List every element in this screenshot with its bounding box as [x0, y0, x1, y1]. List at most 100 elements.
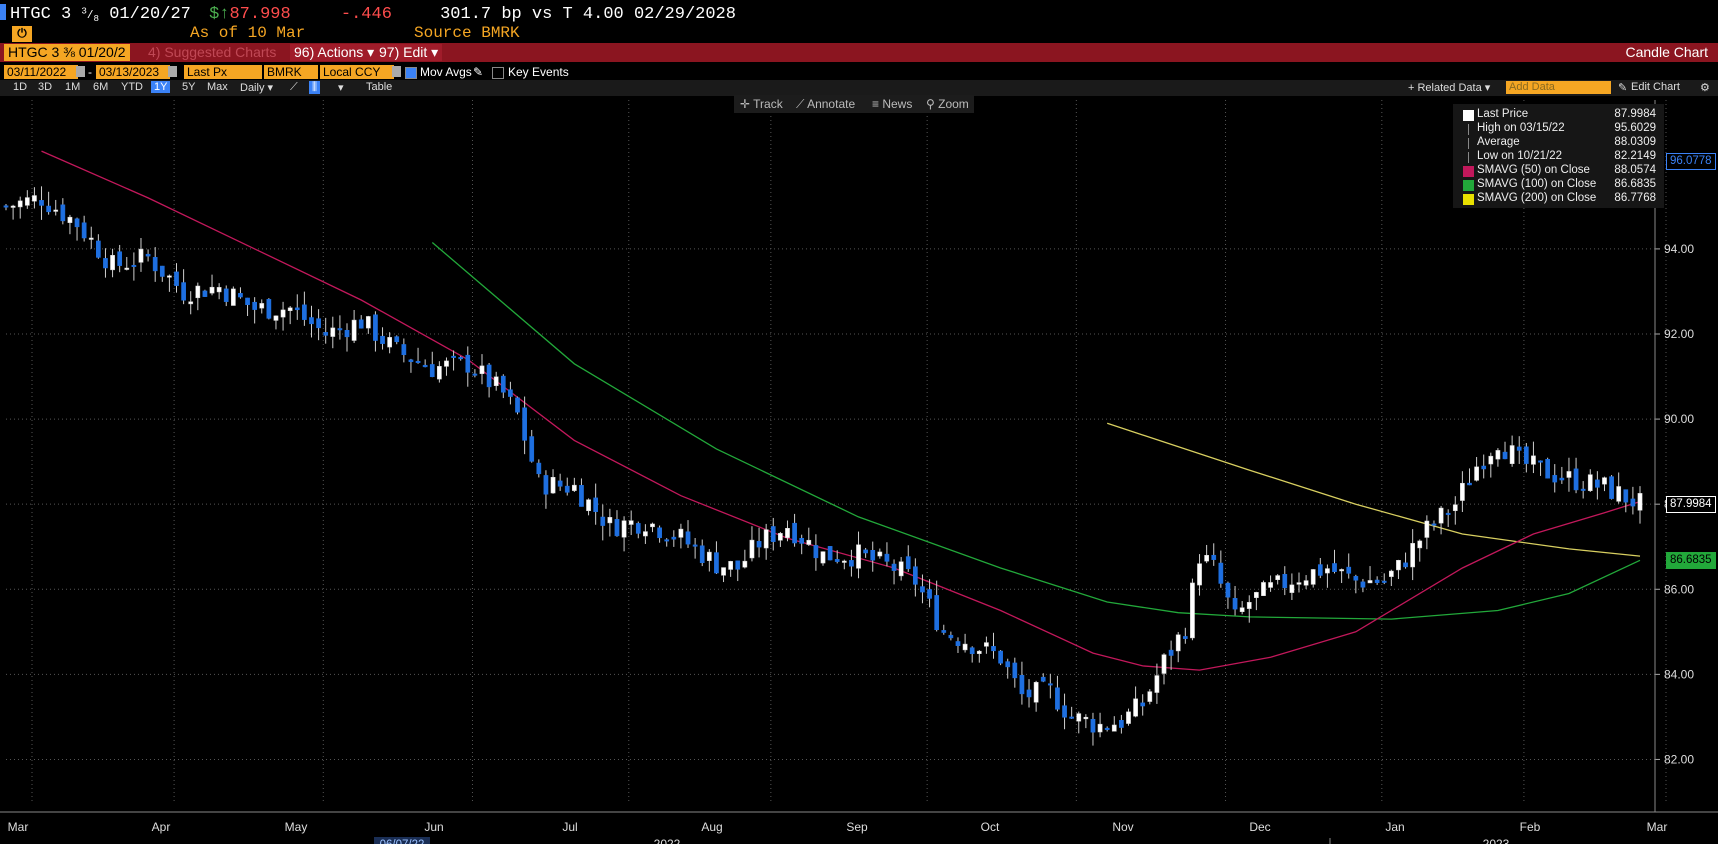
legend-value: 82.2149	[1614, 150, 1656, 162]
bloomberg-logo-icon: ⏻	[12, 26, 32, 42]
x-tick-label: Sep	[846, 820, 868, 834]
candle-body	[1261, 582, 1266, 596]
period-3d[interactable]: 3D	[38, 81, 53, 93]
candle-body	[515, 397, 520, 413]
candle-body	[394, 336, 400, 343]
legend-label: SMAVG (200) on Close	[1477, 192, 1597, 204]
start-date-field[interactable]: 03/11/2022	[4, 65, 78, 79]
candle-body	[273, 315, 279, 321]
suggested-charts-button[interactable]: 4) Suggested Charts	[148, 44, 277, 60]
track-tool[interactable]: ✛ Track	[740, 97, 783, 111]
candle-body	[770, 526, 776, 542]
end-date-field[interactable]: 03/13/2023	[96, 65, 170, 79]
legend-label: SMAVG (50) on Close	[1477, 164, 1590, 176]
candle-body	[1119, 719, 1124, 728]
annotate-tool[interactable]: ⟋ Annotate	[796, 97, 856, 111]
actions-button[interactable]: 96) Actions ▾	[290, 44, 379, 61]
source-select[interactable]: BMRK	[264, 65, 318, 79]
candle-body	[1460, 482, 1465, 501]
candle-chart[interactable]: 94.0092.0090.0088.0086.0084.0082.00MarAp…	[0, 96, 1718, 844]
candle-body	[550, 477, 556, 494]
zoom-tool[interactable]: ⚲ Zoom	[926, 97, 969, 111]
candle-body	[3, 205, 9, 208]
y-tick-label: 82.00	[1664, 752, 1694, 766]
key-events-label: Key Events	[508, 65, 569, 79]
currency-select[interactable]: Local CCY	[320, 65, 394, 79]
spread-label: 301.7 bp vs T 4.00 02/29/2028	[440, 5, 736, 24]
x-tick-label: Oct	[981, 820, 1000, 834]
candle-body	[32, 195, 37, 202]
calendar-icon[interactable]	[168, 66, 177, 77]
candle-body	[458, 357, 464, 360]
legend-row: Last Price 87.9984	[1453, 108, 1664, 122]
candle-body	[330, 327, 336, 337]
settings-gear-icon[interactable]: ⚙	[1700, 82, 1710, 94]
candle-body	[1481, 465, 1487, 470]
candle-body	[920, 586, 925, 593]
candle-body	[159, 265, 165, 277]
candle-body	[1609, 476, 1614, 499]
legend-swatch	[1468, 152, 1469, 163]
candle-body	[543, 475, 549, 495]
candle-body	[1140, 702, 1146, 707]
y-tick-label: 90.00	[1664, 412, 1694, 426]
period-6m[interactable]: 6M	[93, 81, 109, 93]
candle-body	[39, 200, 44, 206]
candle-body	[1268, 582, 1273, 588]
key-events-checkbox[interactable]	[492, 67, 504, 79]
candle-body	[1587, 474, 1593, 491]
candle-body	[1147, 691, 1153, 702]
candle-body	[167, 275, 172, 278]
table-button[interactable]: Table	[366, 81, 393, 93]
candle-body	[1424, 520, 1430, 538]
blue-marker-icon	[0, 4, 6, 20]
news-tool[interactable]: ≡ News	[872, 97, 913, 111]
candle-body	[500, 375, 506, 393]
ticker-field[interactable]: HTGC 3 ⅜ 01/20/2	[4, 44, 130, 61]
period-max[interactable]: Max	[207, 81, 228, 93]
candle-body	[323, 332, 329, 336]
candle-body	[1225, 582, 1231, 598]
candle-body	[358, 319, 364, 329]
mov-avgs-label: Mov Avgs	[420, 65, 472, 79]
candle-body	[1502, 451, 1508, 460]
candle-body	[365, 316, 371, 329]
candle-body	[976, 650, 982, 654]
edit-chart-icon[interactable]: ✎	[1618, 82, 1628, 94]
frequency-select[interactable]: Daily ▾	[240, 82, 274, 94]
calendar-icon[interactable]	[76, 66, 85, 77]
period-1d[interactable]: 1D	[13, 81, 28, 93]
period-5y[interactable]: 5Y	[182, 81, 196, 93]
candle-body	[792, 522, 797, 544]
period-1m[interactable]: 1M	[65, 81, 81, 93]
candle-body	[110, 255, 115, 271]
axis-price-tag: 87.9984	[1666, 496, 1716, 514]
candle-body	[998, 650, 1003, 664]
legend-row: SMAVG (50) on Close 88.0574	[1453, 164, 1664, 178]
dropdown-icon[interactable]	[392, 66, 401, 77]
related-data-button[interactable]: + Related Data ▾	[1408, 82, 1491, 94]
candle-body	[1211, 554, 1217, 560]
mov-avgs-checkbox[interactable]	[405, 67, 417, 79]
candle-body	[806, 539, 812, 545]
candle-chart-icon[interactable]: ⫼	[309, 81, 321, 94]
candle-body	[1012, 662, 1018, 679]
period-ytd[interactable]: YTD	[121, 81, 143, 93]
candle-body	[309, 317, 314, 325]
chart-type-dropdown-icon[interactable]: ▾	[338, 82, 344, 94]
line-chart-icon[interactable]: ⟋	[290, 81, 298, 93]
add-data-input[interactable]: Add Data	[1506, 81, 1611, 94]
y-tick-label: 86.00	[1664, 582, 1694, 596]
candle-body	[131, 264, 137, 267]
candle-body	[238, 293, 243, 298]
price-field-select[interactable]: Last Px	[184, 65, 262, 79]
x-tick-label: Mar	[1647, 820, 1668, 834]
candle-body	[1531, 455, 1536, 465]
candle-body	[259, 303, 265, 309]
candle-body	[1104, 727, 1110, 730]
edit-chart-button[interactable]: Edit Chart	[1631, 81, 1680, 93]
pencil-icon[interactable]: ✎	[473, 65, 484, 79]
edit-button[interactable]: 97) Edit ▾	[375, 44, 443, 61]
candle-body	[1239, 607, 1245, 612]
period-1y[interactable]: 1Y	[151, 81, 171, 93]
